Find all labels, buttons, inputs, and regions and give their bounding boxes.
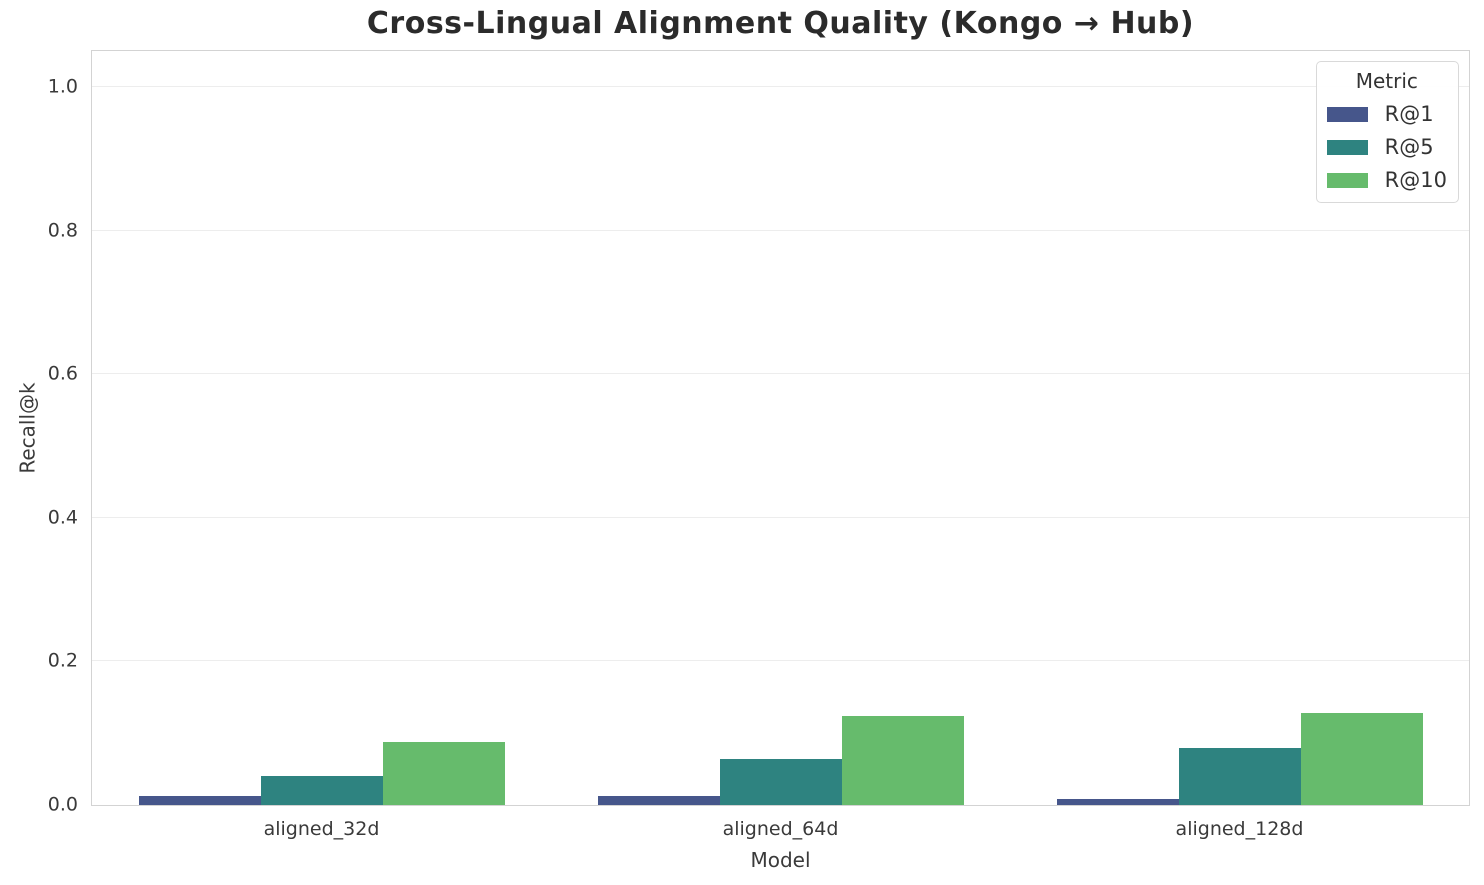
y-tick-label: 0.4 [47, 506, 78, 529]
x-axis-label: Model [750, 848, 811, 872]
legend-swatch-r10 [1326, 173, 1368, 189]
bar-R@5-aligned_32d [260, 775, 383, 805]
gridline [92, 516, 1469, 518]
legend-label-r5: R@5 [1384, 135, 1434, 160]
legend: Metric R@1 R@5 R@10 [1315, 61, 1459, 204]
legend-title: Metric [1355, 69, 1418, 93]
legend-label-r1: R@1 [1384, 102, 1434, 126]
bar-R@10-aligned_32d [382, 741, 505, 805]
x-tick-label: aligned_64d [722, 818, 839, 840]
legend-swatch-r5 [1326, 140, 1368, 156]
x-tick-label: aligned_32d [263, 818, 380, 840]
bar-R@10-aligned_64d [841, 715, 964, 805]
bar-R@5-aligned_64d [719, 759, 842, 805]
legend-label-r10: R@10 [1384, 168, 1447, 193]
y-tick-label: 0.0 [47, 793, 78, 816]
bar-R@5-aligned_128d [1178, 747, 1301, 805]
y-axis-ticks: 0.0 0.2 0.4 0.6 0.8 1.0 [0, 51, 84, 814]
legend-entry-r10: R@10 [1326, 168, 1447, 193]
x-tick-label: aligned_128d [1175, 818, 1304, 840]
bar-R@1-aligned_64d [597, 796, 720, 805]
gridline [92, 373, 1469, 375]
gridline [92, 229, 1469, 231]
plot-area: Metric R@1 R@5 R@10 [91, 50, 1470, 806]
bar-R@10-aligned_128d [1300, 713, 1423, 805]
gridline [92, 85, 1469, 87]
bar-R@1-aligned_32d [138, 795, 261, 805]
chart-title: Cross-Lingual Alignment Quality (Kongo →… [366, 6, 1195, 41]
legend-swatch-r1 [1326, 107, 1368, 123]
gridline [92, 660, 1469, 662]
x-axis-ticks: aligned_32d aligned_64d aligned_128d [92, 818, 1469, 844]
y-tick-label: 0.8 [47, 219, 78, 242]
legend-entry-r1: R@1 [1326, 102, 1447, 126]
y-tick-label: 0.6 [47, 362, 78, 385]
y-tick-label: 1.0 [47, 75, 78, 98]
bar-R@1-aligned_128d [1056, 799, 1179, 805]
legend-entry-r5: R@5 [1326, 135, 1447, 160]
y-tick-label: 0.2 [47, 649, 78, 672]
